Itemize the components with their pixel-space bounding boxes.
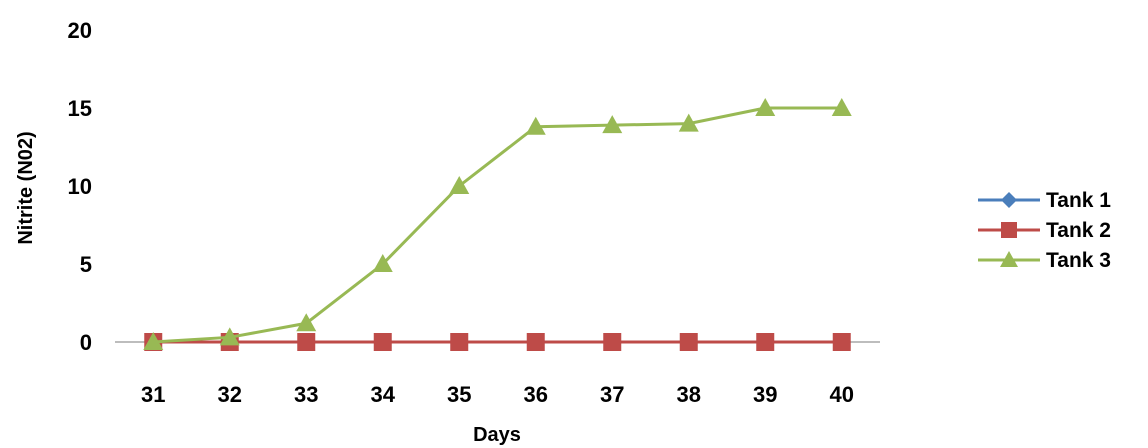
data-point-marker bbox=[1000, 251, 1018, 267]
series-3 bbox=[143, 98, 852, 350]
data-point-marker bbox=[296, 313, 317, 332]
data-point-marker bbox=[756, 333, 775, 351]
data-point-marker bbox=[526, 333, 545, 351]
data-point-marker bbox=[679, 333, 698, 351]
x-tick-label: 31 bbox=[141, 382, 165, 407]
data-point-marker bbox=[525, 116, 546, 135]
legend: Tank 1 Tank 2 Tank 3 bbox=[978, 189, 1111, 272]
x-tick-label: 35 bbox=[447, 382, 471, 407]
data-point-marker bbox=[143, 332, 164, 350]
legend-label: Tank 2 bbox=[1046, 219, 1111, 242]
data-point-marker bbox=[602, 115, 623, 134]
data-point-marker bbox=[831, 98, 852, 116]
legend-item: Tank 1 bbox=[978, 189, 1111, 212]
series-2 bbox=[144, 333, 851, 351]
data-point-marker bbox=[449, 176, 470, 194]
x-tick-label: 34 bbox=[371, 382, 396, 407]
series-layer bbox=[143, 98, 852, 351]
y-tick-label: 20 bbox=[68, 18, 92, 43]
y-tick-label: 15 bbox=[68, 96, 92, 121]
x-axis-title: Days bbox=[473, 424, 521, 446]
x-tick-label: 39 bbox=[753, 382, 777, 407]
legend-item: Tank 3 bbox=[978, 249, 1111, 272]
data-point-marker bbox=[678, 113, 699, 132]
y-axis-title: Nitrite (N02) bbox=[15, 131, 37, 244]
data-point-marker bbox=[603, 333, 622, 351]
x-tick-label: 32 bbox=[218, 382, 242, 407]
y-tick-label: 0 bbox=[80, 330, 92, 355]
x-tick-label: 40 bbox=[830, 382, 854, 407]
x-tick-label: 37 bbox=[600, 382, 624, 407]
data-point-marker bbox=[373, 333, 392, 351]
data-point-marker bbox=[372, 254, 393, 272]
legend-item: Tank 2 bbox=[978, 219, 1111, 242]
legend-label: Tank 1 bbox=[1046, 189, 1111, 212]
data-point-marker bbox=[297, 333, 316, 351]
data-point-marker bbox=[450, 333, 469, 351]
legend-label: Tank 3 bbox=[1046, 249, 1111, 272]
y-tick-label: 5 bbox=[80, 252, 92, 277]
x-axis-ticks: 31 32 33 34 35 36 37 38 39 40 bbox=[141, 382, 854, 407]
x-tick-label: 38 bbox=[677, 382, 701, 407]
data-point-marker bbox=[832, 333, 851, 351]
x-tick-label: 36 bbox=[524, 382, 548, 407]
data-point-marker bbox=[1001, 192, 1017, 208]
y-axis-ticks: 0 5 10 15 20 bbox=[68, 18, 92, 355]
data-point-marker bbox=[219, 327, 240, 346]
data-point-marker bbox=[1001, 222, 1017, 238]
series-line bbox=[153, 106, 842, 344]
y-tick-label: 10 bbox=[68, 174, 92, 199]
x-tick-label: 33 bbox=[294, 382, 318, 407]
data-point-marker bbox=[755, 98, 776, 116]
